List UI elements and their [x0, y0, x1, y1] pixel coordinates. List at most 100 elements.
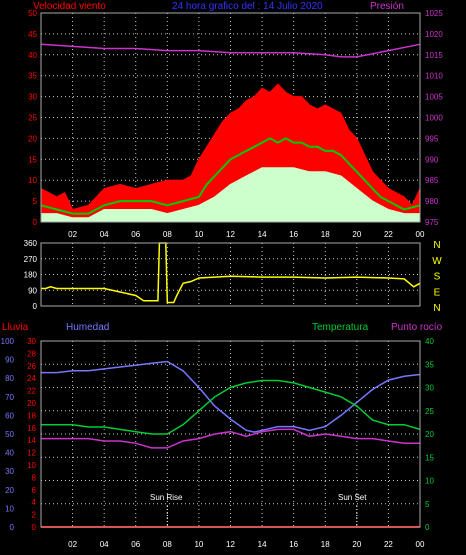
- time-x-tick-label: 04: [100, 540, 109, 549]
- time-x-tick-label: 20: [352, 540, 361, 549]
- rain-y-tick-label: 24: [27, 374, 36, 383]
- pressure-y-tick-label: 980: [425, 197, 439, 206]
- wind-direction-line: [41, 242, 421, 304]
- temperature-y-tick-label: 10: [425, 477, 434, 486]
- humidity-y-tick-label: 20: [5, 486, 14, 495]
- time-x-tick-label: 02: [68, 230, 77, 239]
- rain-y-tick-label: 26: [27, 362, 36, 371]
- time-x-tick-label: 12: [226, 230, 235, 239]
- time-x-tick-label: 14: [258, 230, 267, 239]
- temperature-y-tick-label: 40: [425, 337, 434, 346]
- humidity-y-tick-label: 40: [5, 449, 14, 458]
- rain-y-tick-label: 22: [27, 387, 36, 396]
- time-x-tick-label: 10: [194, 540, 203, 549]
- time-x-tick-label: 08: [163, 540, 172, 549]
- dewpoint-label: Punto rocío: [391, 322, 443, 333]
- wind-y-tick-label: 10: [28, 176, 37, 185]
- time-x-tick-label: 04: [100, 230, 109, 239]
- time-x-tick-label: 20: [352, 230, 361, 239]
- pressure-y-tick-label: 1025: [425, 9, 443, 18]
- rain-y-tick-label: 8: [32, 473, 37, 482]
- wind-speed-label: Velocidad viento: [33, 1, 106, 12]
- direction-y-tick-label: 360: [24, 239, 38, 248]
- wind-average-line: [40, 137, 421, 215]
- wind-minimum-area: [40, 167, 421, 223]
- wind-y-tick-label: 25: [28, 114, 37, 123]
- pressure-y-tick-label: 1005: [425, 93, 443, 102]
- pressure-y-tick-label: 975: [425, 218, 439, 227]
- direction-y-tick-label: 90: [28, 286, 37, 295]
- rain-y-tick-label: 20: [27, 399, 36, 408]
- time-x-tick-label: 12: [226, 540, 235, 549]
- humidity-y-tick-label: 60: [5, 411, 14, 420]
- humidity-label: Humedad: [66, 322, 109, 333]
- pressure-y-tick-label: 995: [425, 134, 439, 143]
- compass-tick-label: S: [434, 272, 441, 283]
- rain-y-tick-label: 30: [27, 337, 36, 346]
- rain-label: Lluvia: [2, 322, 29, 333]
- wind-y-tick-label: 15: [28, 155, 37, 164]
- compass-tick-label: E: [434, 287, 441, 298]
- rain-y-tick-label: 18: [27, 411, 36, 420]
- time-x-tick-label: 18: [321, 230, 330, 239]
- rain-y-tick-label: 0: [32, 523, 37, 532]
- direction-y-tick-label: 180: [24, 271, 38, 280]
- time-x-tick-label: 16: [289, 540, 298, 549]
- time-x-tick-label: 22: [384, 540, 393, 549]
- direction-y-tick-label: 0: [33, 302, 38, 311]
- wind-y-tick-label: 30: [28, 93, 37, 102]
- time-x-tick-label: 02: [68, 540, 77, 549]
- plot-frame: [40, 12, 421, 223]
- temperature-line: [41, 379, 421, 435]
- pressure-y-tick-label: 990: [425, 155, 439, 164]
- wind-y-tick-label: 5: [33, 197, 38, 206]
- rain-y-tick-label: 2: [32, 511, 37, 520]
- rain-y-tick-label: 14: [27, 436, 36, 445]
- pressure-y-tick-label: 1010: [425, 72, 443, 81]
- time-x-tick-label: 10: [194, 230, 203, 239]
- rain-y-tick-label: 12: [27, 449, 36, 458]
- sunset-label: Sun Set: [338, 493, 367, 502]
- wind-y-tick-label: 20: [28, 134, 37, 143]
- temperature-y-tick-label: 0: [425, 523, 430, 532]
- rain-y-tick-label: 16: [27, 424, 36, 433]
- dewpoint-line: [41, 428, 420, 449]
- compass-tick-label: N: [433, 240, 440, 251]
- pressure-y-tick-label: 1020: [425, 30, 443, 39]
- humidity-y-tick-label: 0: [10, 523, 15, 532]
- temperature-y-tick-label: 35: [425, 360, 434, 369]
- pressure-line: [40, 43, 421, 58]
- temperature-y-tick-label: 15: [425, 453, 434, 462]
- wind-y-tick-label: 50: [28, 9, 37, 18]
- chart-title: 24 hora grafico del : 14 Julio 2020: [172, 1, 323, 12]
- temperature-y-tick-label: 5: [425, 500, 430, 509]
- wind-y-tick-label: 45: [28, 30, 37, 39]
- humidity-y-tick-label: 50: [5, 430, 14, 439]
- humidity-y-tick-label: 80: [5, 374, 14, 383]
- sunrise-label: Sun Rise: [150, 493, 183, 502]
- temperature-y-tick-label: 20: [425, 430, 434, 439]
- direction-y-tick-label: 270: [24, 255, 38, 264]
- time-x-tick-label: 00: [416, 230, 425, 239]
- temperature-y-tick-label: 25: [425, 407, 434, 416]
- pressure-y-tick-label: 1000: [425, 114, 443, 123]
- time-x-tick-label: 08: [163, 230, 172, 239]
- time-x-tick-label: 06: [131, 540, 140, 549]
- wind-y-tick-label: 35: [28, 72, 37, 81]
- time-x-tick-label: 14: [258, 540, 267, 549]
- temperature-label: Temperatura: [312, 322, 369, 333]
- pressure-y-tick-label: 1015: [425, 51, 443, 60]
- wind-y-tick-label: 40: [28, 51, 37, 60]
- time-x-tick-label: 00: [416, 540, 425, 549]
- temperature-y-tick-label: 30: [425, 384, 434, 393]
- compass-tick-label: N: [433, 303, 440, 314]
- plot-frame: [40, 340, 421, 528]
- humidity-y-tick-label: 70: [5, 393, 14, 402]
- compass-tick-label: W: [432, 256, 442, 267]
- time-x-tick-label: 06: [131, 230, 140, 239]
- pressure-label: Presión: [370, 1, 404, 12]
- wind-pressure-panel: 0510152025303540455097598098599099510001…: [28, 9, 443, 239]
- time-x-tick-label: 18: [321, 540, 330, 549]
